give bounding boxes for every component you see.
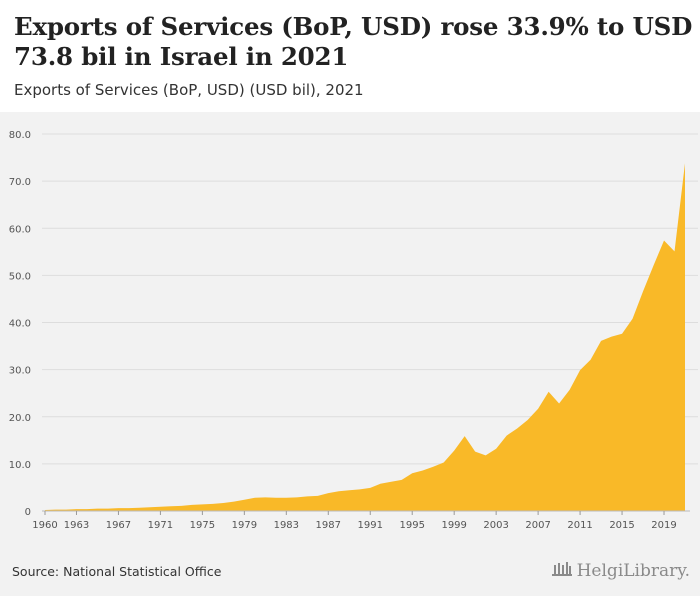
x-tick-label: 1995	[399, 520, 424, 531]
x-tick-label: 1971	[148, 520, 173, 531]
x-tick-label: 1983	[274, 520, 299, 531]
series-area	[45, 163, 685, 511]
y-tick-label: 0	[25, 507, 31, 518]
y-tick-label: 60.0	[9, 224, 31, 235]
chart-title: Exports of Services (BoP, USD) rose 33.9…	[14, 12, 693, 71]
x-tick-label: 1979	[232, 520, 257, 531]
x-tick-label: 1991	[358, 520, 383, 531]
y-tick-label: 30.0	[9, 366, 31, 377]
chart-subtitle: Exports of Services (BoP, USD) (USD bil)…	[14, 81, 364, 99]
x-tick-label: 2011	[567, 520, 592, 531]
y-tick-label: 50.0	[9, 271, 31, 282]
brand-logo: HelgiLibrary.	[551, 559, 690, 582]
y-tick-label: 40.0	[9, 319, 31, 330]
x-tick-label: 1960	[32, 520, 57, 531]
footer: Source: National Statistical Office Helg…	[0, 544, 700, 596]
x-tick-label: 1963	[64, 520, 89, 531]
area-chart: 0 10.0 20.0 30.0 40.0 50.0 60.0 70.0 80.0 1960 196…	[9, 130, 698, 531]
x-tick-label: 1987	[316, 520, 341, 531]
y-tick-label: 80.0	[9, 130, 31, 141]
y-tick-label: 70.0	[9, 177, 31, 188]
library-building-icon	[551, 559, 573, 582]
y-tick-label: 20.0	[9, 413, 31, 424]
x-tick-label: 1975	[190, 520, 215, 531]
brand-name: HelgiLibrary.	[576, 560, 690, 581]
x-tick-label: 1999	[441, 520, 466, 531]
x-tick-label: 2019	[651, 520, 676, 531]
x-tick-label: 2015	[609, 520, 634, 531]
x-tick-label: 1967	[106, 520, 131, 531]
chart-area: 0 10.0 20.0 30.0 40.0 50.0 60.0 70.0 80.0 1960 196…	[0, 112, 700, 544]
x-tick-label: 2007	[525, 520, 550, 531]
source-note: Source: National Statistical Office	[12, 564, 222, 579]
x-tick-label: 2003	[483, 520, 508, 531]
y-tick-label: 10.0	[9, 460, 31, 471]
